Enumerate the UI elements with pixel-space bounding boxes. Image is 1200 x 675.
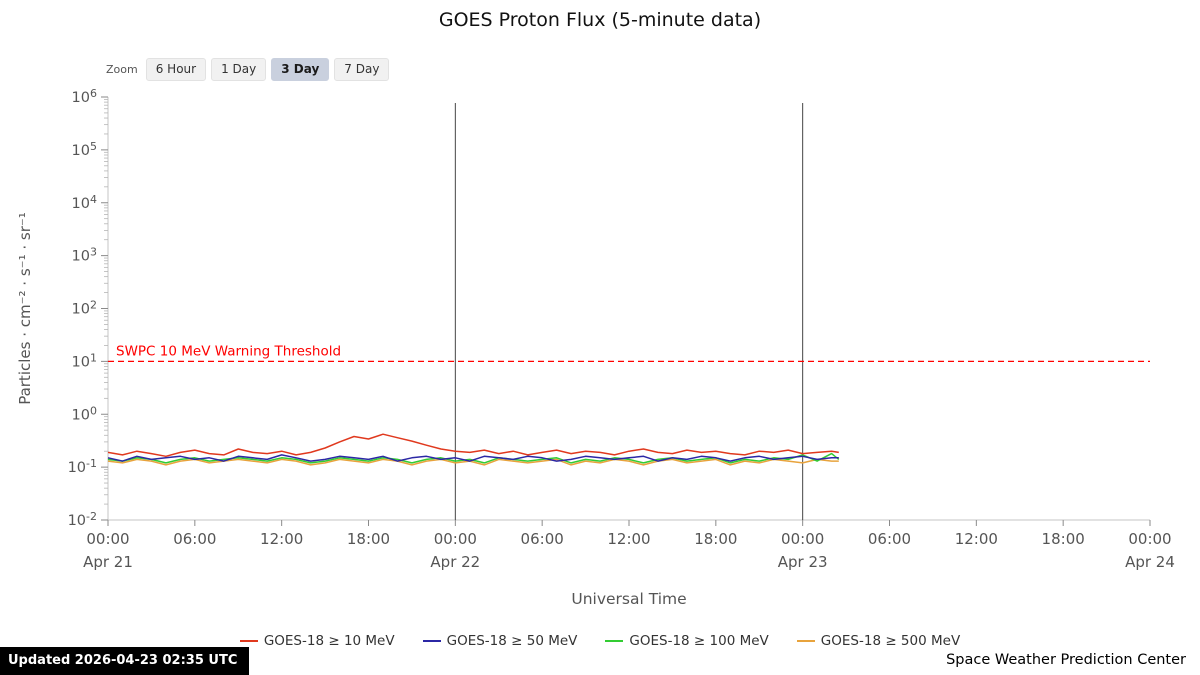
legend-line-icon <box>239 639 258 643</box>
legend-label: GOES-18 ≥ 50 MeV <box>446 633 578 649</box>
x-day-label: Apr 24 <box>1125 553 1175 571</box>
zoom-button-7-day[interactable]: 7 Day <box>334 58 390 82</box>
y-tick-label: 100 <box>72 404 97 423</box>
zoom-buttons: 6 Hour 1 Day 3 Day 7 Day <box>145 58 395 82</box>
legend-item-goes-18-100-mev[interactable]: GOES-18 ≥ 100 MeV <box>605 633 769 649</box>
x-tick-label: 06:00 <box>173 530 216 548</box>
x-day-label: Apr 22 <box>430 553 480 571</box>
y-tick-label: 103 <box>72 246 97 265</box>
series-goes-18-500-mev <box>107 458 839 466</box>
page-title: GOES Proton Flux (5-minute data) <box>438 9 762 31</box>
zoom-controls: Zoom 6 Hour 1 Day 3 Day 7 Day <box>106 58 395 82</box>
y-tick-label: 102 <box>72 299 97 318</box>
legend-item-goes-18-50-mev[interactable]: GOES-18 ≥ 50 MeV <box>422 633 578 649</box>
x-axis-title: Universal Time <box>571 590 686 608</box>
updated-timestamp: Updated 2026-04-23 02:35 UTC <box>0 647 250 675</box>
legend-label: GOES-18 ≥ 500 MeV <box>820 633 961 649</box>
series-goes-18-50-mev <box>107 454 839 462</box>
zoom-button-1-day[interactable]: 1 Day <box>211 58 267 82</box>
x-tick-label: 00:00 <box>434 530 477 548</box>
x-tick-label: 12:00 <box>955 530 998 548</box>
chart-legend: GOES-18 ≥ 10 MeV GOES-18 ≥ 50 MeV GOES-18 … <box>0 633 1200 649</box>
series-goes-18-10-mev <box>107 433 839 458</box>
y-tick-label: 10-2 <box>68 510 97 529</box>
x-tick-label: 06:00 <box>868 530 911 548</box>
y-tick-label: 101 <box>72 351 97 370</box>
swpc-credit: Space Weather Prediction Center <box>946 652 1186 668</box>
x-tick-label: 06:00 <box>521 530 564 548</box>
x-tick-label: 18:00 <box>694 530 737 548</box>
zoom-button-3-day[interactable]: 3 Day <box>271 58 330 82</box>
y-tick-label: 105 <box>72 140 97 159</box>
legend-line-icon <box>605 639 624 643</box>
legend-label: GOES-18 ≥ 100 MeV <box>629 633 769 649</box>
x-day-label: Apr 21 <box>83 553 133 571</box>
x-tick-label: 00:00 <box>781 530 824 548</box>
threshold-label: SWPC 10 MeV Warning Threshold <box>116 343 341 359</box>
x-tick-label: 18:00 <box>1042 530 1085 548</box>
x-tick-label: 12:00 <box>260 530 303 548</box>
y-tick-label: 104 <box>72 193 97 212</box>
legend-item-goes-18-500-mev[interactable]: GOES-18 ≥ 500 MeV <box>796 633 961 649</box>
legend-label: GOES-18 ≥ 10 MeV <box>263 633 395 649</box>
zoom-button-6-hour[interactable]: 6 Hour <box>145 58 207 82</box>
x-tick-label: 12:00 <box>607 530 650 548</box>
x-tick-label: 00:00 <box>86 530 129 548</box>
x-tick-label: 00:00 <box>1128 530 1171 548</box>
y-tick-label: 10-1 <box>68 457 97 476</box>
x-day-label: Apr 23 <box>778 553 828 571</box>
legend-line-icon <box>422 639 441 643</box>
legend-item-goes-18-10-mev[interactable]: GOES-18 ≥ 10 MeV <box>239 633 395 649</box>
y-axis-title: Particles · cm⁻² · s⁻¹ · sr⁻¹ <box>16 212 34 405</box>
y-tick-label: 106 <box>72 87 97 106</box>
zoom-label: Zoom <box>106 63 138 77</box>
legend-line-icon <box>796 639 815 643</box>
x-tick-label: 18:00 <box>347 530 390 548</box>
